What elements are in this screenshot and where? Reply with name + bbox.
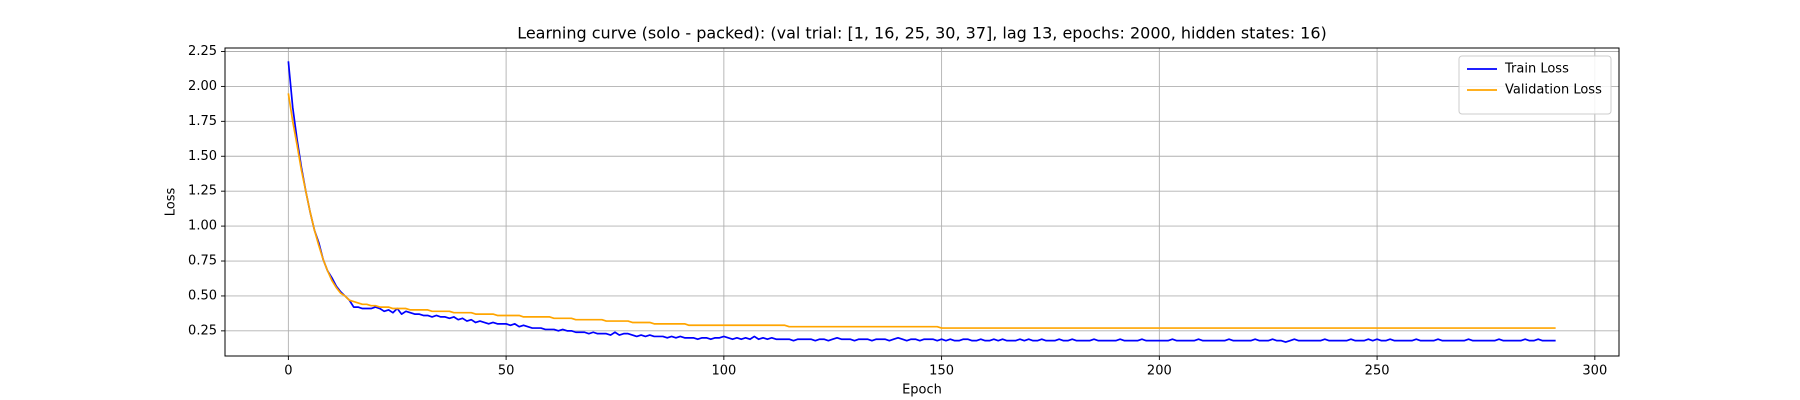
x-axis-label: Epoch	[902, 383, 942, 398]
y-tick-label: 0.25	[188, 323, 217, 338]
x-tick-label: 250	[1365, 364, 1390, 379]
y-tick-label: 0.75	[188, 254, 217, 269]
x-tick-label: 50	[498, 364, 515, 379]
legend-box	[1458, 55, 1612, 115]
legend-label: Train Loss	[1504, 62, 1569, 77]
x-tick-label: 200	[1147, 364, 1172, 379]
x-tick-label: 150	[929, 364, 954, 379]
y-tick-label: 1.50	[188, 149, 217, 164]
y-tick-label: 1.25	[188, 184, 217, 199]
y-tick-label: 2.25	[188, 44, 217, 59]
line-series	[287, 61, 1556, 343]
plot-frame	[224, 47, 1620, 357]
y-tick-label: 2.00	[188, 79, 217, 94]
y-axis-label: Loss	[164, 188, 179, 217]
y-tick-label: 0.50	[188, 288, 217, 303]
x-tick-label: 300	[1582, 364, 1607, 379]
y-tick-label: 1.75	[188, 114, 217, 129]
x-tick-label: 0	[284, 364, 292, 379]
line-series	[287, 93, 1556, 329]
chart-title: Learning curve (solo - packed): (val tri…	[517, 24, 1327, 43]
x-tick-label: 100	[711, 364, 736, 379]
legend-label: Validation Loss	[1505, 83, 1602, 98]
y-tick-label: 1.00	[188, 219, 217, 234]
